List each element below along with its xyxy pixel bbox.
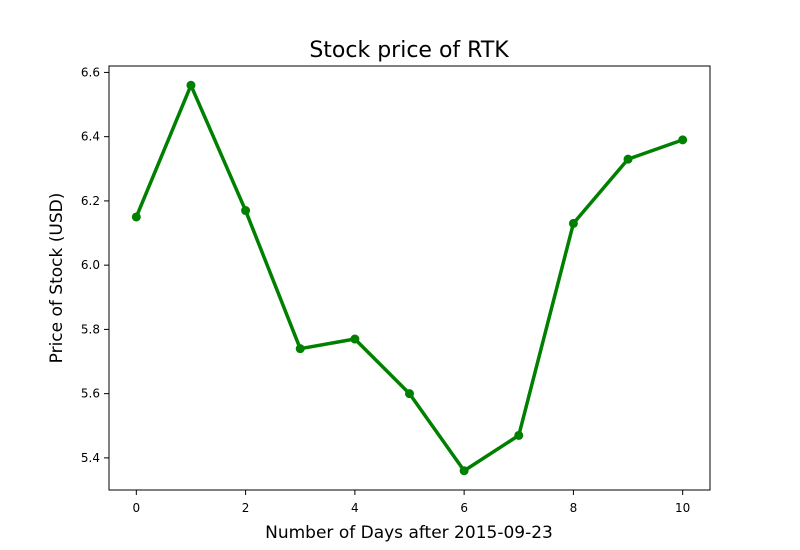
y-tick-label: 6.4 — [81, 130, 100, 144]
y-axis-ticks: 5.4 5.6 5.8 6.0 6.2 6.4 6.6 — [81, 65, 109, 465]
y-axis-label: Price of Stock (USD) — [47, 193, 67, 364]
y-tick-label: 5.6 — [81, 387, 100, 401]
x-axis-ticks: 0 2 4 6 8 10 — [132, 490, 690, 515]
data-point — [623, 154, 633, 164]
x-tick-label: 8 — [570, 501, 578, 515]
data-point — [131, 212, 141, 222]
y-tick-label: 5.8 — [81, 322, 100, 336]
x-tick-label: 6 — [460, 501, 468, 515]
data-point — [459, 466, 469, 476]
data-point — [678, 135, 688, 145]
data-point — [405, 389, 414, 399]
y-tick-label: 6.0 — [81, 258, 100, 272]
data-point — [350, 334, 360, 344]
series-layer — [131, 80, 688, 476]
data-point — [568, 218, 578, 228]
data-point — [241, 206, 251, 216]
x-tick-label: 4 — [351, 501, 359, 515]
x-axis-label: Number of Days after 2015-09-23 — [265, 523, 553, 543]
plot-frame — [108, 65, 711, 491]
x-tick-label: 2 — [242, 501, 250, 515]
x-tick-label: 10 — [675, 501, 690, 515]
y-tick-label: 6.6 — [81, 65, 100, 79]
chart-title: Stock price of RTK — [309, 38, 509, 63]
y-tick-label: 5.4 — [81, 451, 100, 465]
data-point — [514, 430, 524, 440]
data-point — [295, 344, 305, 354]
y-tick-label: 6.2 — [81, 194, 100, 208]
x-tick-label: 0 — [132, 501, 140, 515]
data-point — [186, 80, 196, 90]
